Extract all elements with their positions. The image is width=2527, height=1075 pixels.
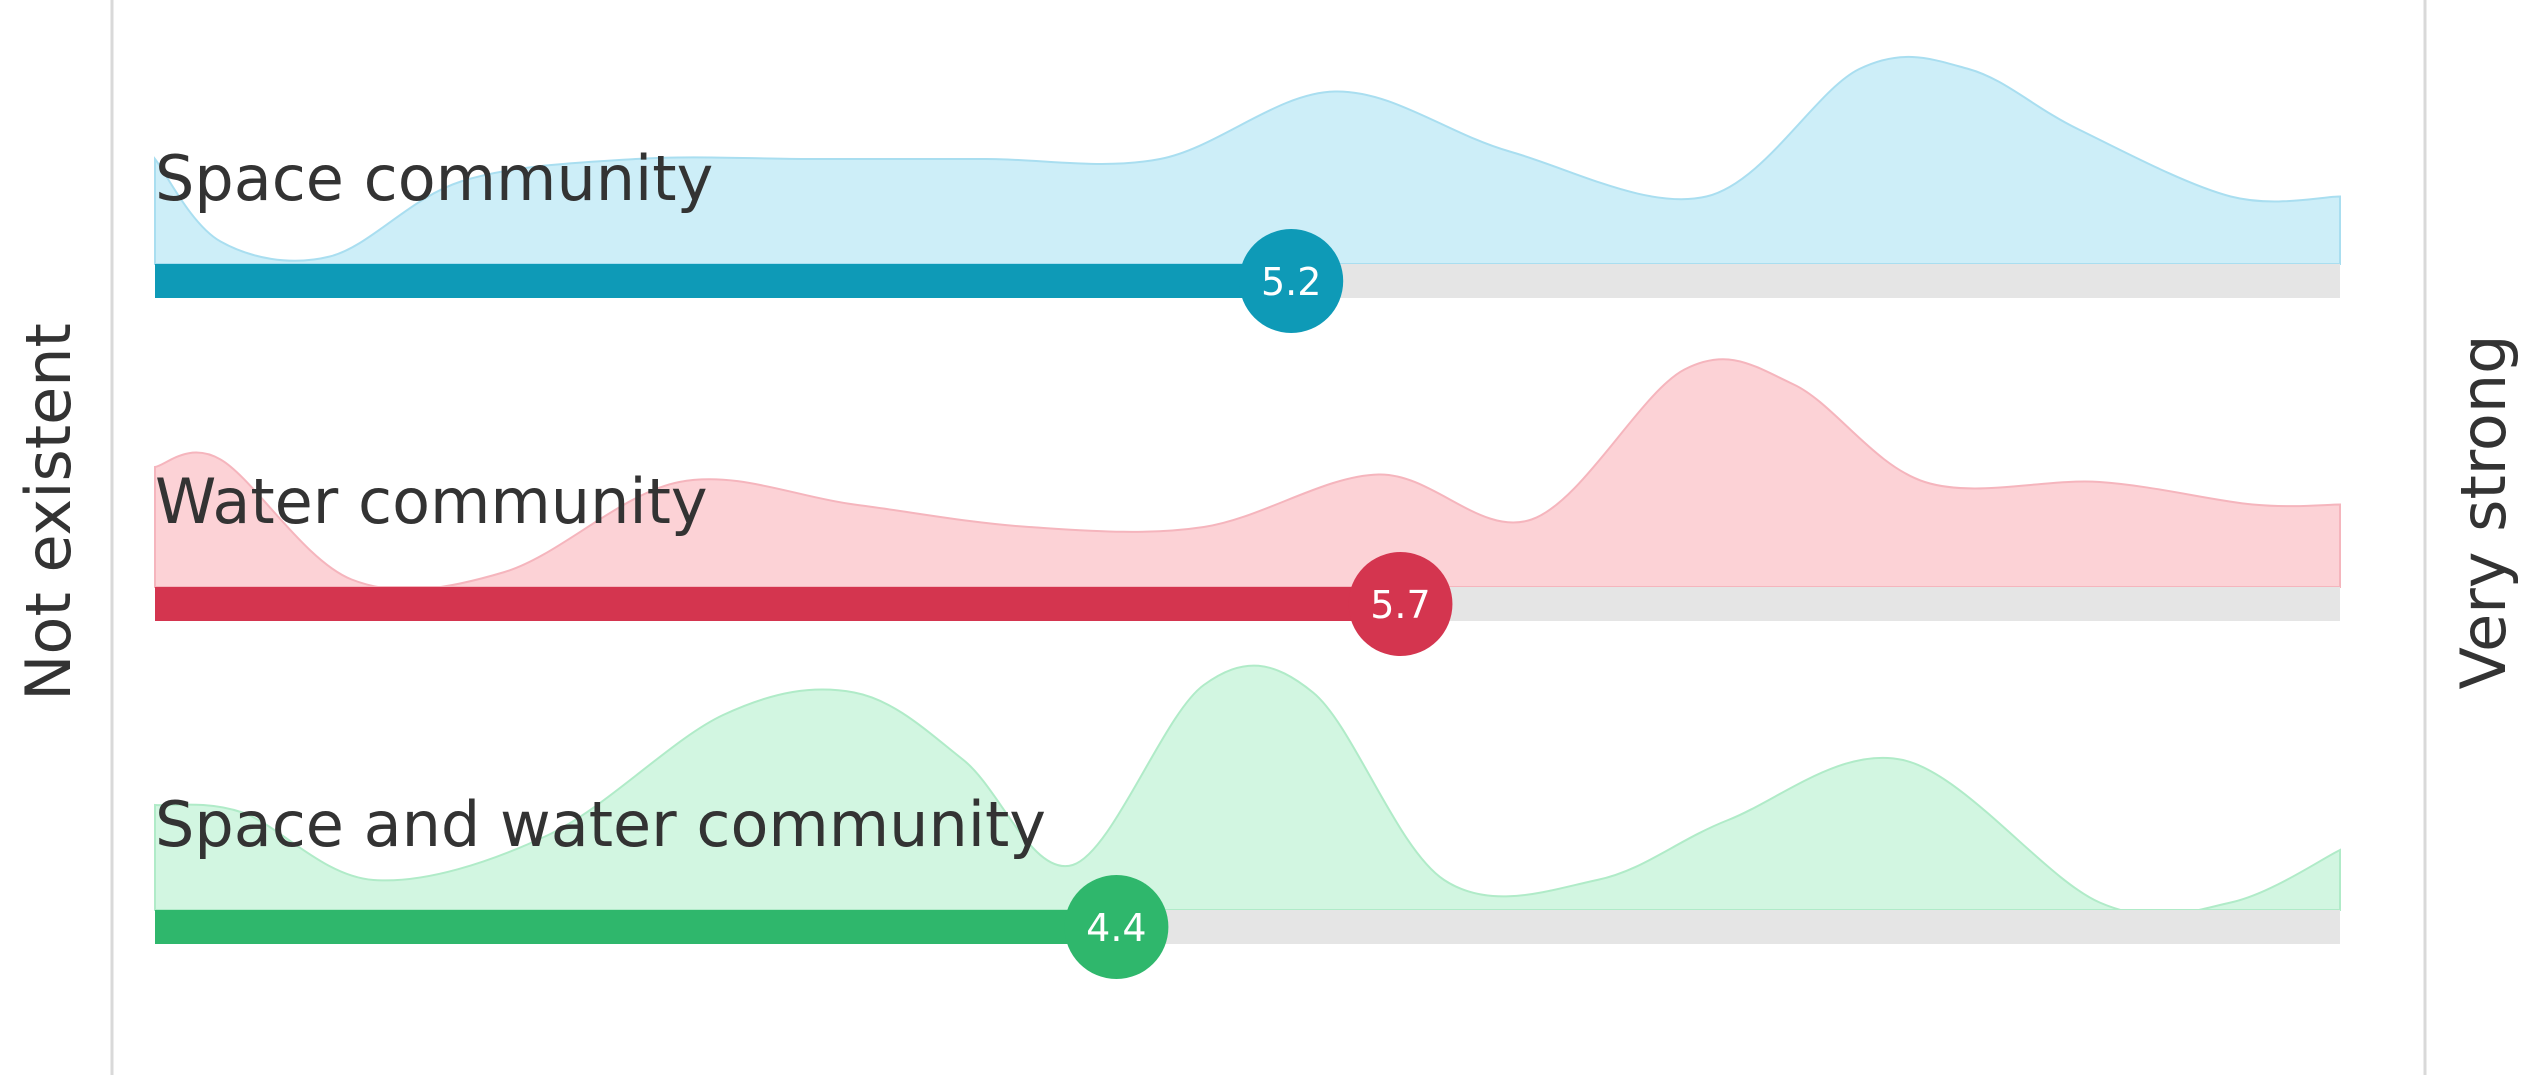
value-label-1: 5.2 <box>1261 260 1321 304</box>
distribution-area-2 <box>154 358 2341 591</box>
row-label-2: Water community <box>155 465 708 538</box>
value-bar-2 <box>155 587 1401 621</box>
value-bar-1 <box>155 264 1292 298</box>
chart-rows: Space community 5.2 Water community 5.7 Spac… <box>154 55 2341 979</box>
distribution-area-1 <box>154 55 2341 265</box>
axis-min-label: Not existent <box>12 323 85 701</box>
value-label-2: 5.7 <box>1370 583 1430 627</box>
value-bar-3 <box>155 910 1117 944</box>
value-label-3: 4.4 <box>1086 906 1146 950</box>
row-2: Water community 5.7 <box>154 358 2341 656</box>
value-marker-2 <box>1348 552 1453 656</box>
row-label-3: Space and water community <box>155 788 1046 861</box>
value-marker-3 <box>1064 875 1169 979</box>
row-1: Space community 5.2 <box>154 55 2341 333</box>
value-marker-1 <box>1239 229 1344 333</box>
row-3: Space and water community 4.4 <box>154 664 2341 979</box>
distribution-area-3 <box>154 664 2341 917</box>
row-label-1: Space community <box>155 142 713 215</box>
axis-max-label: Very strong <box>2447 335 2520 690</box>
